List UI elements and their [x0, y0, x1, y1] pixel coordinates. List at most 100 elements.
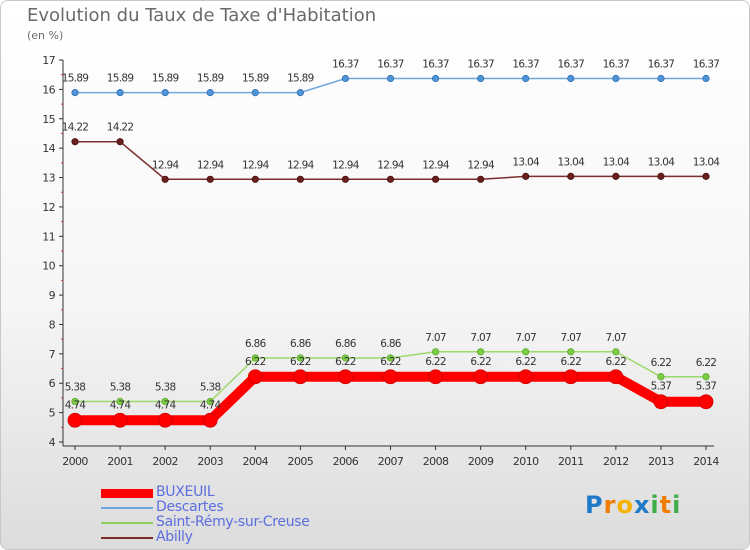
x-tick-label: 2009: [468, 455, 494, 468]
data-label-saint-remy-sur-creuse: 5.38: [65, 381, 86, 393]
legend-swatch-abilly: [101, 537, 153, 539]
data-point-saint-remy-sur-creuse: [206, 397, 214, 406]
x-tick-label: 2014: [693, 455, 719, 468]
data-label-saint-remy-sur-creuse: 7.07: [425, 332, 446, 344]
data-point-descartes: [161, 89, 169, 97]
data-label-saint-remy-sur-creuse: 5.38: [155, 381, 176, 393]
data-point-abilly: [702, 172, 710, 180]
data-point-saint-remy-sur-creuse: [477, 348, 485, 356]
data-label-saint-remy-sur-creuse: 7.07: [606, 332, 627, 344]
data-label-descartes: 16.37: [558, 59, 585, 71]
data-point-buxeuil: [608, 369, 624, 385]
data-point-descartes: [702, 74, 710, 83]
logo-letter: i: [672, 491, 682, 519]
y-tick-label: 10: [42, 260, 55, 273]
data-point-buxeuil: [202, 412, 218, 428]
data-point-abilly: [612, 172, 620, 180]
data-label-descartes: 16.37: [603, 59, 630, 71]
chart-title: Evolution du Taux de Taxe d'Habitation: [27, 5, 377, 26]
data-label-saint-remy-sur-creuse: 6.86: [290, 338, 312, 350]
data-point-saint-remy-sur-creuse: [341, 354, 350, 362]
data-label-saint-remy-sur-creuse: 7.07: [470, 332, 491, 344]
data-label-descartes: 16.37: [332, 59, 359, 71]
logo-letter: r: [603, 491, 617, 519]
data-point-buxeuil: [428, 369, 443, 385]
x-tick-label: 2010: [513, 455, 539, 468]
y-tick-label: 4: [49, 436, 56, 449]
data-point-abilly: [386, 175, 395, 183]
data-label-descartes: 15.89: [197, 73, 224, 85]
data-label-buxeuil: 6.22: [560, 356, 581, 368]
data-point-descartes: [477, 74, 485, 83]
data-point-abilly: [341, 175, 350, 183]
x-tick-label: 2004: [242, 455, 268, 468]
data-label-saint-remy-sur-creuse: 7.07: [560, 332, 581, 344]
data-label-abilly: 13.04: [648, 156, 676, 168]
data-point-abilly: [251, 175, 259, 183]
data-point-descartes: [522, 74, 530, 83]
data-point-abilly: [431, 175, 440, 183]
data-point-saint-remy-sur-creuse: [657, 373, 665, 381]
data-label-buxeuil: 6.22: [425, 356, 446, 368]
data-label-abilly: 12.94: [287, 159, 315, 171]
data-point-buxeuil: [518, 369, 534, 385]
data-point-saint-remy-sur-creuse: [522, 348, 530, 356]
data-point-descartes: [567, 74, 575, 83]
legend-swatch-descartes: [101, 507, 153, 509]
data-point-saint-remy-sur-creuse: [386, 354, 395, 362]
data-label-saint-remy-sur-creuse: 5.38: [200, 381, 221, 393]
data-point-descartes: [341, 74, 350, 83]
data-point-buxeuil: [698, 394, 714, 410]
legend-label-descartes: Descartes: [156, 499, 224, 515]
data-label-buxeuil: 5.37: [651, 381, 672, 393]
data-label-descartes: 16.37: [377, 59, 404, 71]
data-point-descartes: [612, 74, 620, 83]
data-point-descartes: [251, 89, 259, 97]
logo-letter: o: [616, 491, 634, 519]
data-label-buxeuil: 6.22: [606, 356, 627, 368]
legend-label-abilly: Abilly: [156, 529, 193, 545]
data-point-saint-remy-sur-creuse: [567, 348, 575, 356]
data-label-abilly: 13.04: [558, 156, 586, 168]
x-tick-label: 2003: [197, 455, 223, 468]
y-tick-label: 11: [42, 230, 55, 243]
legend-label-saint-remy-sur-creuse: Saint-Rémy-sur-Creuse: [156, 514, 310, 530]
data-label-saint-remy-sur-creuse: 6.86: [245, 338, 267, 350]
data-label-buxeuil: 6.22: [290, 356, 311, 368]
data-label-saint-remy-sur-creuse: 7.07: [515, 332, 536, 344]
x-tick-label: 2005: [288, 455, 314, 468]
x-tick-label: 2011: [558, 455, 584, 468]
data-label-abilly: 13.04: [693, 156, 721, 168]
y-tick-label: 14: [42, 142, 55, 155]
data-point-descartes: [296, 89, 304, 97]
data-label-buxeuil: 4.74: [65, 399, 87, 411]
data-point-descartes: [206, 89, 214, 97]
data-label-buxeuil: 6.22: [335, 356, 356, 368]
data-label-descartes: 15.89: [107, 73, 134, 85]
data-point-buxeuil: [653, 394, 669, 410]
x-tick-label: 2002: [152, 455, 178, 468]
y-tick-label: 7: [49, 348, 56, 361]
data-point-buxeuil: [112, 412, 128, 428]
data-point-abilly: [657, 172, 665, 180]
data-point-saint-remy-sur-creuse: [612, 348, 620, 356]
legend-swatch-buxeuil: [101, 488, 153, 498]
logo-letter: t: [659, 491, 673, 519]
data-point-buxeuil: [473, 369, 489, 385]
data-point-buxeuil: [157, 412, 173, 428]
data-point-abilly: [522, 172, 530, 180]
data-label-descartes: 16.37: [422, 59, 449, 71]
data-label-abilly: 13.04: [512, 156, 540, 168]
data-label-saint-remy-sur-creuse: 6.86: [380, 338, 402, 350]
legend-swatch-saint-remy-sur-creuse: [101, 522, 153, 524]
data-label-abilly: 12.94: [377, 159, 405, 171]
data-label-abilly: 12.94: [242, 159, 270, 171]
data-point-abilly: [206, 175, 214, 183]
data-label-buxeuil: 5.37: [696, 381, 717, 393]
data-label-abilly: 12.94: [197, 159, 225, 171]
data-point-saint-remy-sur-creuse: [71, 397, 79, 406]
data-point-descartes: [657, 74, 665, 83]
data-label-saint-remy-sur-creuse: 5.38: [110, 381, 131, 393]
y-tick-label: 15: [42, 113, 55, 126]
